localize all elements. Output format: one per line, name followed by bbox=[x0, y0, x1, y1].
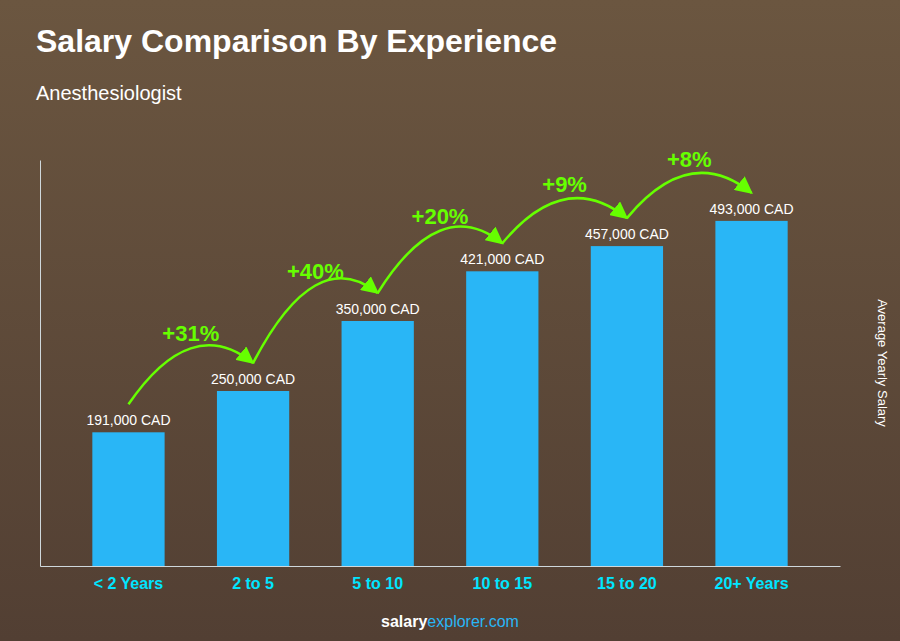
bar bbox=[466, 271, 538, 566]
change-label: +40% bbox=[287, 259, 344, 284]
x-tick-label: 10 to 15 bbox=[473, 575, 533, 592]
bars bbox=[92, 221, 787, 566]
change-label: +31% bbox=[162, 321, 219, 346]
data-labels: 191,000 CAD 250,000 CAD 350,000 CAD 421,000… bbox=[86, 201, 793, 428]
plot: < 2 Years 2 to 5 5 to 10 10 to 15 15 to 20 20… bbox=[41, 147, 841, 592]
change-arrow bbox=[502, 198, 627, 243]
change-arrow bbox=[253, 278, 378, 363]
change-arrow bbox=[128, 345, 253, 404]
change-label: +8% bbox=[667, 147, 712, 172]
change-label: +9% bbox=[542, 172, 587, 197]
bar bbox=[342, 321, 414, 566]
data-label: 493,000 CAD bbox=[709, 201, 793, 217]
change-annotations: +31% +40% +20% +9% +8% bbox=[128, 147, 751, 404]
watermark-text: salary bbox=[381, 613, 427, 630]
x-tick: 10 to 15 bbox=[473, 575, 533, 592]
bar bbox=[92, 432, 164, 566]
change-arrow bbox=[378, 227, 503, 293]
bar bbox=[591, 246, 663, 566]
data-label: 457,000 CAD bbox=[585, 226, 669, 242]
data-label: 350,000 CAD bbox=[336, 301, 420, 317]
x-tick-label: 5 to 10 bbox=[352, 575, 403, 592]
change-label: +20% bbox=[412, 204, 469, 229]
background bbox=[0, 0, 900, 641]
data-label: 191,000 CAD bbox=[86, 412, 170, 428]
x-tick-label: 20+ Years bbox=[715, 575, 789, 592]
watermark-text: explorer.com bbox=[427, 613, 519, 630]
x-tick-label: < 2 Years bbox=[94, 575, 164, 592]
data-label: 421,000 CAD bbox=[460, 251, 544, 267]
x-tick: 5 to 10 bbox=[352, 575, 403, 592]
y-axis bbox=[40, 161, 41, 567]
subtitle: Anesthesiologist bbox=[36, 82, 182, 104]
title: Salary Comparison By Experience bbox=[36, 23, 557, 59]
y-axis-line bbox=[40, 161, 41, 567]
chart-svg: Salary Comparison By Experience Anesthesi… bbox=[0, 0, 900, 641]
x-tick-label: 15 to 20 bbox=[597, 575, 657, 592]
x-tick: < 2 Years bbox=[94, 575, 164, 592]
data-label: 250,000 CAD bbox=[211, 371, 295, 387]
x-axis-line bbox=[41, 566, 841, 567]
x-tick: 15 to 20 bbox=[597, 575, 657, 592]
x-tick-label: 2 to 5 bbox=[232, 575, 274, 592]
bar bbox=[715, 221, 787, 566]
x-tick: 2 to 5 bbox=[232, 575, 274, 592]
x-axis: < 2 Years 2 to 5 5 to 10 10 to 15 15 to 20 20… bbox=[41, 567, 841, 593]
change-arrow bbox=[627, 173, 752, 218]
watermark: salaryexplorer.com bbox=[381, 613, 519, 630]
x-tick: 20+ Years bbox=[715, 575, 789, 592]
bar bbox=[217, 391, 289, 566]
y-axis-title: Average Yearly Salary bbox=[875, 299, 890, 427]
